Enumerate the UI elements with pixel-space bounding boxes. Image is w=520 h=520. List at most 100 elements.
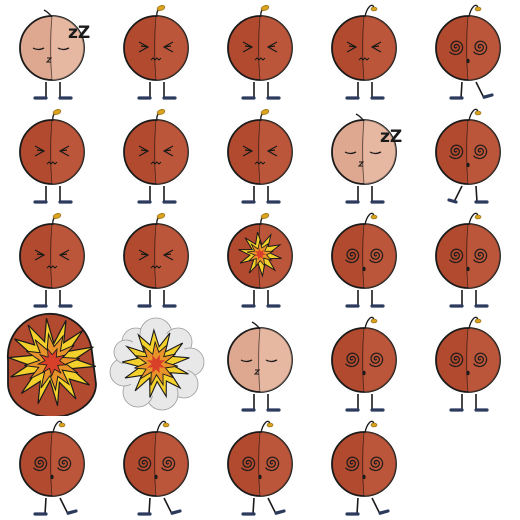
stem	[468, 4, 479, 18]
character	[123, 420, 189, 516]
body-highlight	[260, 120, 292, 184]
left-spiral-eye	[345, 352, 360, 368]
body-highlight	[364, 432, 396, 496]
left-leg	[348, 497, 359, 515]
body-highlight	[468, 224, 500, 288]
left-leg	[140, 497, 151, 515]
o-mouth	[466, 162, 470, 168]
left-leg	[36, 82, 47, 99]
o-mouth	[362, 474, 366, 480]
left-leg	[140, 186, 151, 203]
fruit-character-sprite	[19, 420, 85, 516]
leaf	[260, 213, 270, 219]
sprite-frame	[312, 208, 416, 312]
right-leg	[267, 82, 278, 99]
fruit-character-sprite	[123, 109, 189, 204]
left-leg	[36, 497, 47, 515]
body-seam	[50, 431, 53, 497]
fruit-character-sprite	[227, 5, 293, 100]
left-spiral-eye	[137, 456, 152, 472]
left-leg	[140, 290, 151, 307]
leaf	[260, 5, 270, 11]
small-z-mouth	[253, 369, 261, 375]
right-spiral-eye	[57, 456, 72, 472]
body-highlight	[52, 120, 84, 184]
right-leg	[163, 186, 174, 203]
fruit-character-sprite	[435, 212, 501, 308]
right-spiral-eye	[369, 248, 384, 264]
sprite-frame	[416, 416, 520, 520]
body-highlight	[52, 432, 84, 496]
left-leg	[452, 290, 463, 307]
stem	[43, 9, 53, 18]
o-mouth	[466, 58, 470, 64]
sprite-frame	[416, 0, 520, 104]
left-spiral-eye	[449, 144, 464, 160]
right-spiral-eye	[473, 144, 488, 160]
character	[331, 420, 397, 516]
left-leg	[348, 290, 359, 307]
explosion-core	[146, 354, 166, 374]
sprite-frame	[416, 208, 520, 312]
small-z-mouth	[45, 57, 53, 63]
right-leg	[371, 290, 382, 307]
sprite-frame	[312, 416, 416, 520]
right-leg	[475, 394, 486, 411]
stem	[364, 316, 375, 330]
right-squint-eye	[266, 41, 278, 53]
body-seam	[466, 15, 469, 81]
right-leg	[59, 82, 70, 99]
stem	[52, 420, 63, 434]
character	[331, 4, 397, 100]
left-closed-eye	[32, 47, 45, 51]
sprite-frame	[208, 104, 312, 208]
stem	[468, 108, 479, 122]
right-squint-eye	[162, 41, 174, 53]
sprite-frame	[0, 208, 104, 312]
character	[123, 213, 189, 308]
stem	[468, 316, 479, 330]
sprite-frame	[0, 416, 104, 520]
body-seam	[50, 223, 53, 289]
sleep-zz-text: zZ	[68, 23, 90, 43]
character	[227, 420, 293, 516]
body-highlight	[468, 16, 500, 80]
leaf	[156, 213, 166, 219]
sleep-zz-text: zZ	[380, 127, 402, 147]
body-seam	[258, 15, 261, 81]
explosion-core	[36, 347, 67, 378]
body-seam	[362, 431, 365, 497]
body-seam	[362, 327, 365, 393]
leaf	[370, 318, 378, 324]
fruit-character-sprite	[331, 4, 397, 100]
right-leg	[267, 394, 278, 411]
leaf	[58, 422, 66, 428]
sprite-frame	[0, 312, 104, 416]
right-leg	[267, 290, 278, 307]
left-squint-eye	[34, 249, 46, 261]
sprite-frame	[416, 104, 520, 208]
character	[435, 108, 501, 204]
character	[19, 213, 85, 308]
left-squint-eye	[346, 41, 358, 53]
left-foot	[447, 198, 458, 204]
leaf	[260, 109, 270, 115]
body-seam	[50, 15, 53, 81]
sprite-frame	[0, 104, 104, 208]
left-spiral-eye	[449, 248, 464, 264]
fruit-character-sprite	[435, 316, 501, 412]
body-highlight	[364, 328, 396, 392]
leaf	[52, 213, 62, 219]
character	[331, 212, 397, 308]
fruit-character-sprite	[435, 4, 501, 100]
stem	[364, 4, 375, 18]
leaf	[370, 214, 378, 220]
character	[227, 213, 293, 308]
stem	[355, 113, 365, 122]
left-leg	[348, 82, 359, 99]
fruit-character-sprite	[6, 312, 97, 416]
right-squint-eye	[370, 41, 382, 53]
character: zZ	[331, 113, 402, 204]
sprite-frame	[416, 312, 520, 416]
left-leg	[36, 186, 47, 203]
